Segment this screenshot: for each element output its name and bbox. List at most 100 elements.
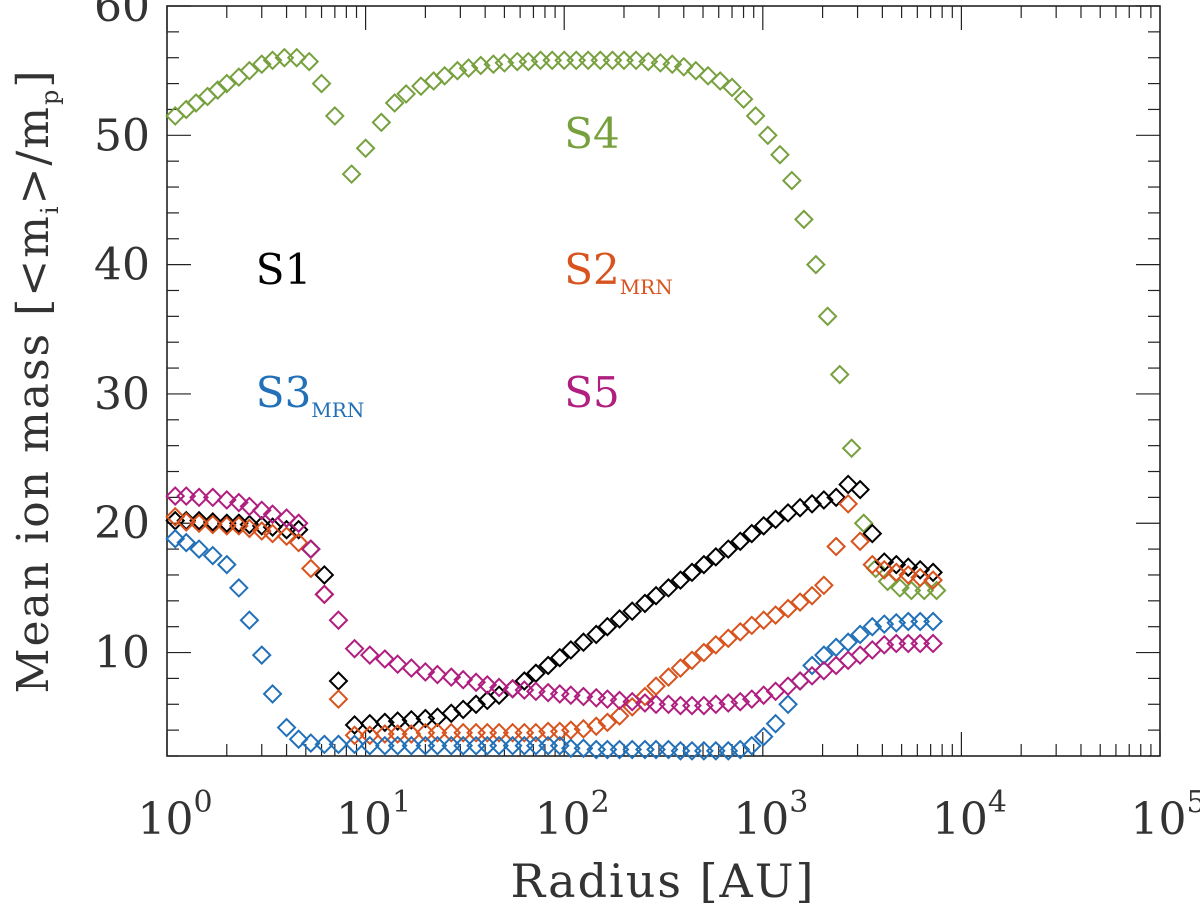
data-point-S4 bbox=[662, 54, 683, 75]
data-point-S5 bbox=[573, 686, 594, 707]
data-point-S2 bbox=[670, 658, 691, 678]
data-point-S2 bbox=[176, 512, 197, 532]
axis-ticks bbox=[166, 5, 1161, 757]
data-point-S5 bbox=[910, 633, 931, 654]
y-tick-label: 50 bbox=[94, 110, 150, 161]
x-tick-labels: 100 101 102 103 104 105 bbox=[137, 785, 1200, 845]
y-axis-label-text: Mean ion mass [<m bbox=[8, 214, 59, 693]
data-point-S4 bbox=[817, 306, 838, 327]
data-point-S3 bbox=[387, 735, 408, 756]
data-point-S4 bbox=[324, 105, 345, 126]
data-point-S5 bbox=[374, 649, 395, 669]
data-point-S5 bbox=[538, 682, 559, 703]
data-point-S3 bbox=[359, 735, 380, 756]
data-point-S4 bbox=[239, 60, 260, 81]
data-point-S4 bbox=[626, 50, 646, 71]
data-point-S3 bbox=[427, 735, 448, 756]
data-point-S1 bbox=[765, 509, 786, 530]
data-point-S4 bbox=[396, 84, 417, 104]
data-point-S4 bbox=[384, 93, 405, 113]
data-point-S1 bbox=[705, 546, 726, 567]
data-points bbox=[165, 47, 947, 761]
data-point-S4 bbox=[371, 112, 392, 133]
x-tick-label: 102 bbox=[535, 785, 610, 845]
data-point-S5 bbox=[262, 504, 283, 525]
data-point-S3 bbox=[453, 735, 474, 756]
data-point-S3 bbox=[251, 645, 272, 666]
data-point-S2 bbox=[288, 532, 309, 553]
data-point-S3 bbox=[741, 735, 762, 756]
data-point-S4 bbox=[186, 93, 206, 113]
series-S4 bbox=[165, 47, 947, 601]
y-tick-label: 10 bbox=[94, 628, 150, 679]
data-point-S3 bbox=[862, 616, 883, 637]
y-tick-label: 40 bbox=[94, 240, 150, 291]
data-point-S5 bbox=[802, 665, 822, 686]
data-point-S2 bbox=[802, 585, 822, 606]
data-point-S4 bbox=[757, 125, 778, 146]
data-point-S4 bbox=[793, 209, 814, 230]
data-point-S3 bbox=[216, 554, 237, 575]
data-point-S2 bbox=[778, 598, 798, 619]
data-point-S5 bbox=[328, 610, 349, 631]
data-point-S2 bbox=[328, 689, 349, 710]
series-label-subscript: MRN bbox=[311, 398, 364, 422]
data-point-S1 bbox=[189, 510, 209, 531]
y-axis-label-end: ] bbox=[8, 68, 59, 87]
x-tick-label-base: 10 bbox=[733, 794, 789, 845]
data-point-S2 bbox=[730, 621, 751, 642]
data-point-S5 bbox=[251, 500, 272, 521]
data-point-S1 bbox=[646, 585, 666, 606]
data-point-S3 bbox=[401, 735, 422, 756]
data-point-S2 bbox=[300, 558, 321, 579]
x-tick-label-base: 10 bbox=[1130, 794, 1186, 845]
series-S5 bbox=[165, 486, 943, 716]
data-point-S4 bbox=[542, 50, 563, 71]
data-point-S5 bbox=[862, 640, 883, 660]
data-point-S5 bbox=[514, 680, 535, 700]
data-point-S4 bbox=[458, 58, 479, 78]
y-tick-labels: 10 20 30 40 50 60 bbox=[94, 0, 150, 679]
data-point-S5 bbox=[489, 677, 509, 698]
data-point-S1 bbox=[635, 593, 655, 614]
data-point-S1 bbox=[886, 554, 907, 575]
data-point-S4 bbox=[483, 54, 504, 75]
data-point-S4 bbox=[638, 51, 659, 72]
data-point-S3 bbox=[189, 539, 209, 560]
data-point-S5 bbox=[276, 508, 297, 528]
data-point-S5 bbox=[525, 681, 546, 702]
data-point-S5 bbox=[477, 674, 498, 695]
series-label-text: S5 bbox=[564, 368, 620, 417]
data-point-S4 bbox=[889, 577, 910, 598]
data-point-S2 bbox=[314, 584, 335, 605]
data-point-S4 bbox=[781, 170, 802, 191]
x-tick-label: 100 bbox=[137, 785, 212, 845]
data-point-S2 bbox=[874, 559, 895, 580]
series-S3 bbox=[165, 528, 943, 761]
data-point-S1 bbox=[288, 519, 309, 540]
data-point-S3 bbox=[923, 611, 943, 632]
series-label-text: S4 bbox=[564, 109, 620, 158]
data-point-S5 bbox=[826, 655, 847, 676]
data-point-S3 bbox=[658, 739, 679, 760]
data-point-S2 bbox=[427, 722, 448, 743]
data-point-S2 bbox=[718, 628, 739, 649]
series-S2 bbox=[165, 493, 943, 746]
data-point-S5 bbox=[202, 487, 223, 508]
data-point-S5 bbox=[441, 667, 462, 688]
y-axis-label-mid: >/m bbox=[8, 105, 59, 204]
data-point-S4 bbox=[698, 65, 718, 86]
data-point-S2 bbox=[682, 650, 702, 671]
data-point-S4 bbox=[853, 513, 874, 534]
data-point-S1 bbox=[514, 671, 535, 691]
data-point-S4 bbox=[262, 50, 283, 71]
data-point-S1 bbox=[718, 539, 739, 560]
x-tick-label-exponent: 5 bbox=[1186, 785, 1200, 820]
data-point-S2 bbox=[850, 531, 871, 552]
data-point-S5 bbox=[314, 584, 335, 605]
data-point-S5 bbox=[923, 633, 943, 654]
data-point-S3 bbox=[276, 717, 297, 738]
data-point-S3 bbox=[525, 735, 546, 756]
data-point-S3 bbox=[288, 729, 309, 750]
data-point-S1 bbox=[741, 523, 762, 544]
